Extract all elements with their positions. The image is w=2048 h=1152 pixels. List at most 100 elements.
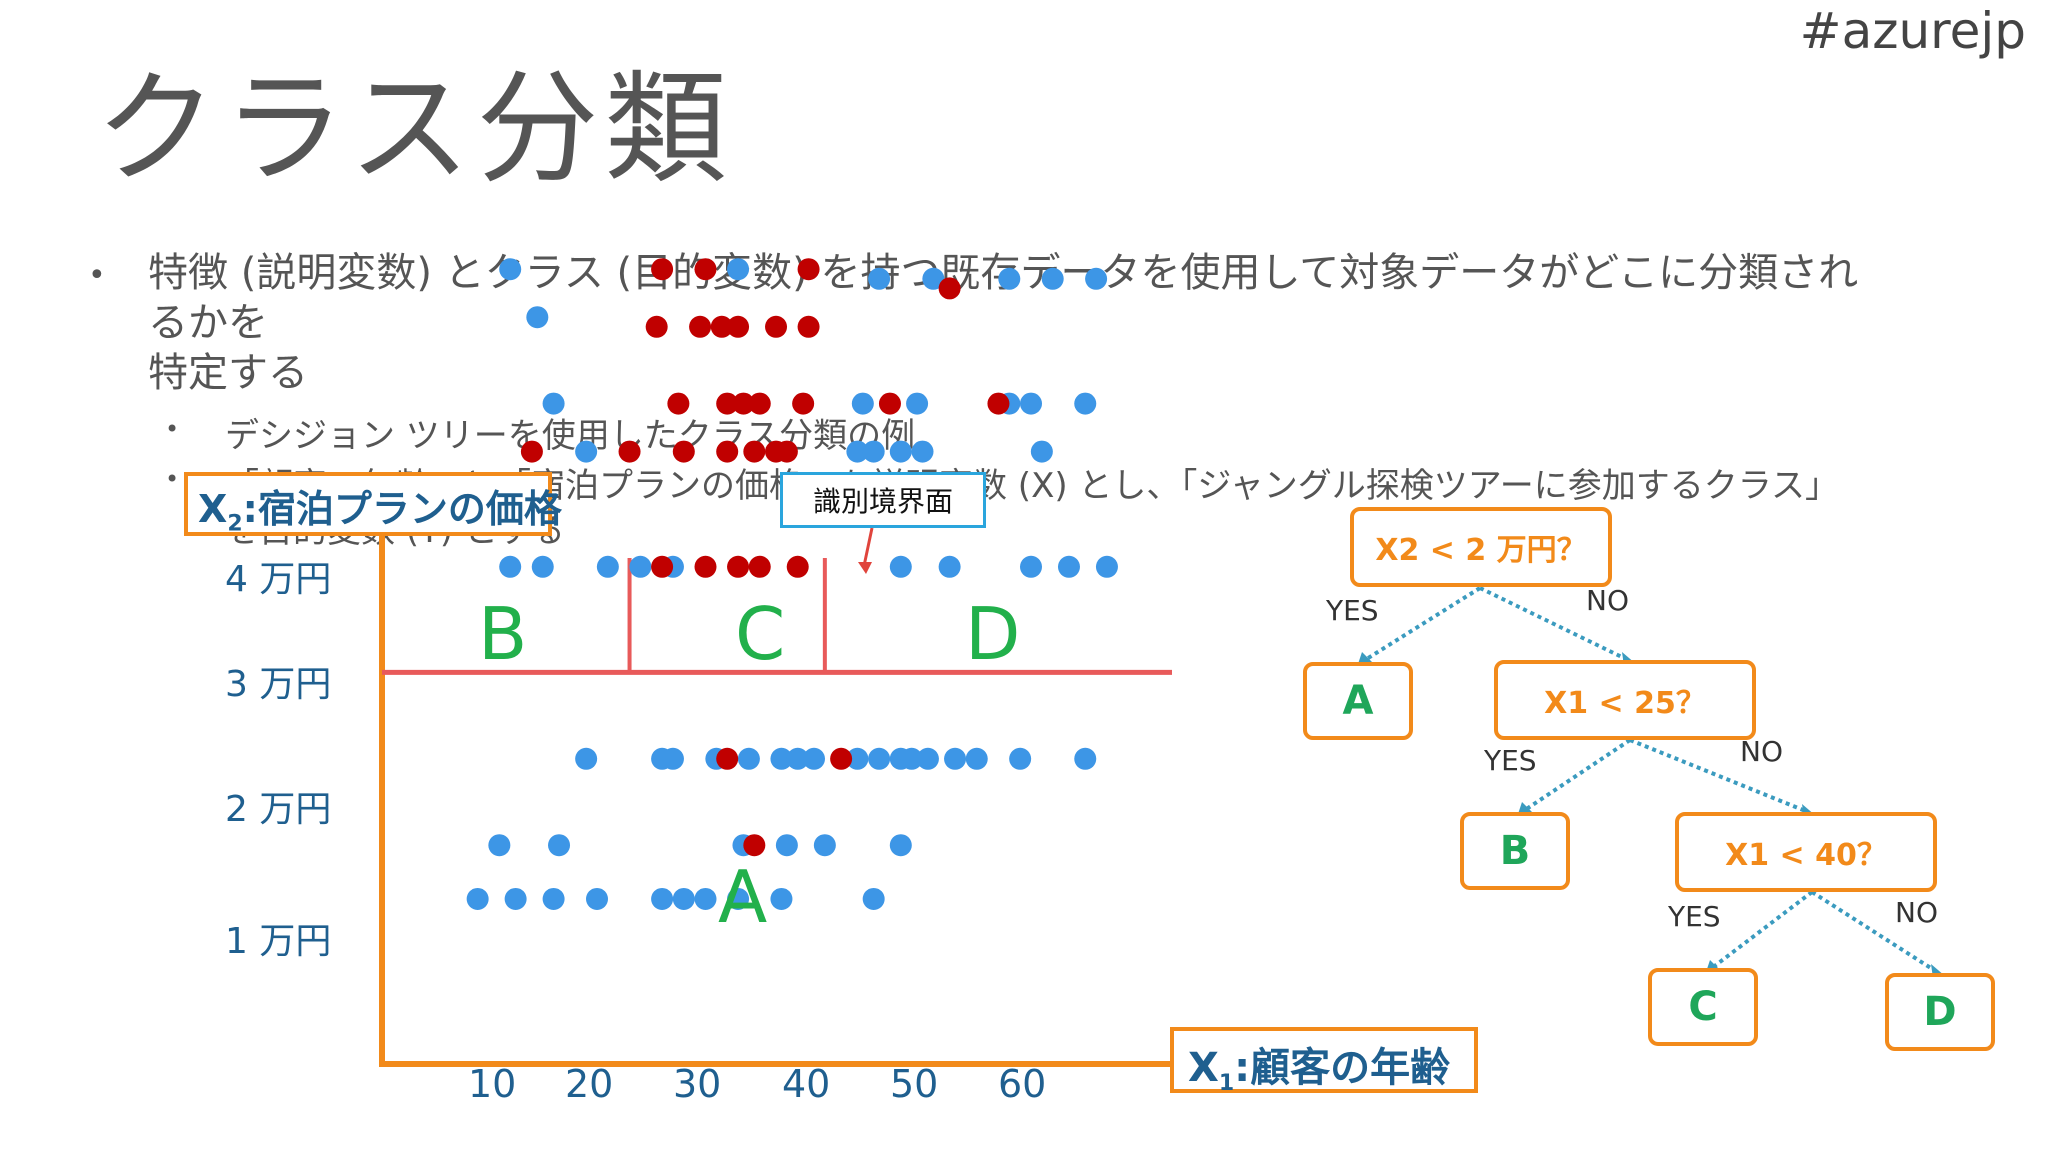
blue-point-43 [944,747,967,770]
red-point-28 [786,555,809,578]
blue-point-21 [531,555,554,578]
tree-leaf-b-text: B [1499,828,1531,874]
blue-point-29 [1095,555,1118,578]
blue-point-26 [938,555,961,578]
sub-bullet-glyph-1: • [165,415,180,443]
tree-node-root-text: X2 < 2 万円？ [1375,533,1587,568]
red-point-31 [743,834,766,857]
tree-edge-n2-n3 [1629,738,1809,814]
page-title: クラス分類 [95,58,733,200]
tree-arrowhead-a [1358,652,1372,664]
tree-leaf-d-text: D [1923,989,1957,1035]
tree-edge-root-n2 [1479,586,1629,662]
tree-node-n3-text: X1 < 40？ [1725,838,1887,873]
red-point-6 [710,315,733,338]
blue-point-35 [770,747,793,770]
blue-point-14 [575,440,598,463]
blue-point-52 [889,834,912,857]
blue-point-2 [727,258,750,281]
x-tick-20: 20 [565,1062,614,1106]
blue-point-61 [770,887,793,910]
blue-point-6 [1041,267,1064,290]
blue-point-36 [786,747,809,770]
blue-point-1 [526,306,549,329]
x-tick-10: 10 [468,1062,517,1106]
tree-yes-label-1: YES [1326,594,1379,627]
tree-node-n2: X1 < 25？ [1494,660,1756,740]
blue-point-32 [661,747,684,770]
red-point-27 [748,555,771,578]
tree-edge-n2-b [1523,738,1632,812]
red-point-2 [797,258,820,281]
tree-node-n2-text: X1 < 25？ [1544,686,1706,721]
x-axis-title-sub: 1 [1218,1071,1235,1096]
blue-point-4 [922,267,945,290]
blue-point-18 [911,440,934,463]
tree-edge-n3-d [1810,890,1939,974]
blue-point-27 [1020,555,1042,578]
blue-point-12 [1020,392,1042,415]
blue-point-58 [672,887,695,910]
red-point-19 [672,440,695,463]
red-point-14 [792,392,815,415]
red-point-25 [694,555,717,578]
tree-node-n3: X1 < 40？ [1675,812,1937,892]
red-point-10 [667,392,690,415]
blue-point-0 [499,258,522,281]
region-label-a: A [718,855,768,939]
blue-point-50 [775,834,798,857]
red-point-15 [878,392,901,415]
bullet-line-3: 特定する [148,350,308,396]
blue-point-45 [1009,747,1032,770]
tree-yes-label-2: YES [1484,744,1537,777]
blue-point-30 [575,747,598,770]
blue-point-23 [629,555,652,578]
bullet-glyph: • [88,258,106,293]
blue-point-56 [586,887,608,910]
blue-point-51 [813,834,836,857]
tree-connectors [1363,586,1939,974]
red-point-16 [987,392,1010,415]
red-point-8 [765,315,788,338]
blue-point-39 [868,747,891,770]
blue-point-38 [846,747,869,770]
blue-point-62 [862,887,885,910]
blue-point-42 [916,747,939,770]
region-label-b: B [478,592,528,676]
sub-bullet-glyph-2: • [165,465,180,493]
x-tick-50: 50 [890,1062,939,1106]
blue-point-7 [1085,267,1108,290]
tree-edge-n3-c [1710,890,1814,970]
blue-point-17 [889,440,912,463]
blue-point-3 [868,267,891,290]
y-axis-title-var: X [198,487,228,531]
blue-point-47 [488,834,511,857]
x-axis-title: X1:顧客の年齢 [1170,1027,1478,1096]
red-point-1 [694,258,717,281]
data-points [466,258,1118,910]
tree-leaf-c-text: C [1688,984,1718,1030]
tree-no-label-2: NO [1740,735,1783,768]
sub-bullet-1: デシジョン ツリーを使用したクラス分類の例 [225,416,916,456]
region-label-d: D [965,592,1021,676]
red-point-12 [732,392,755,415]
blue-point-9 [851,392,874,415]
blue-point-15 [846,440,869,463]
y-tick-3: 3 万円 [225,664,332,705]
tree-no-label-1: NO [1586,584,1629,617]
y-axis-title-rest: :宿泊プランの価格 [242,487,562,531]
blue-point-19 [1030,440,1053,463]
red-point-30 [830,747,853,770]
red-point-20 [716,440,739,463]
x-axis-title-var: X [1188,1045,1219,1091]
decision-boundary-label: 識別境界面 [780,472,986,528]
y-tick-4: 4 万円 [225,559,332,600]
x-tick-40: 40 [782,1062,831,1106]
tree-yes-label-3: YES [1668,900,1721,933]
red-point-7 [727,315,750,338]
tree-leaf-b: B [1460,812,1570,890]
blue-point-46 [1074,747,1097,770]
blue-point-28 [1057,555,1080,578]
blue-point-5 [998,267,1021,290]
